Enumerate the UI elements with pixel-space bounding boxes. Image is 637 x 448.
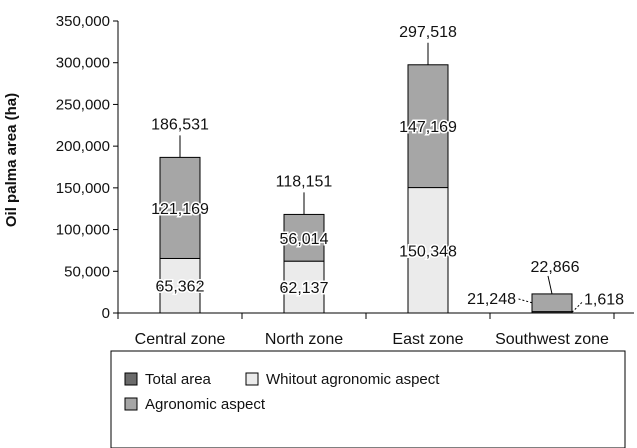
y-tick-label: 50,000 xyxy=(64,263,110,280)
bar-segment xyxy=(283,213,325,262)
bar-segment xyxy=(531,293,573,313)
y-axis-ticks: 0 50,000 100,000 150,000 200,000 250,000 300,0… xyxy=(56,13,118,322)
legend-label-agronomic: Agronomic aspect xyxy=(145,396,266,413)
legend-swatch-total-area xyxy=(124,372,138,386)
y-tick-label: 300,000 xyxy=(56,55,110,72)
bar-segment xyxy=(159,257,201,314)
total-value-label: 297,518 xyxy=(399,24,457,41)
bar-segment xyxy=(407,64,449,189)
y-tick-label: 250,000 xyxy=(56,96,110,113)
y-tick-label: 0 xyxy=(102,305,110,322)
total-value-label: 118,151 xyxy=(276,173,333,190)
bar-segment xyxy=(407,187,449,314)
y-tick-label: 100,000 xyxy=(56,222,110,239)
total-value-label: 186,531 xyxy=(151,116,209,133)
category-label: North zone xyxy=(265,331,343,348)
segment-value-label: 1,618 xyxy=(584,291,624,308)
segment-value-label: 62,137 xyxy=(280,280,329,297)
segment-value-label: 147,169 xyxy=(399,119,457,136)
bar-segment xyxy=(283,260,325,314)
data-labels: 65,362 121,169 186,531 62,137 56,014 118,151 1… xyxy=(150,24,624,313)
legend-label-without-agronomic: Whitout agronomic aspect xyxy=(266,371,440,388)
segment-leader-line xyxy=(571,301,583,313)
segment-value-label: 150,348 xyxy=(399,243,457,260)
total-leader-line xyxy=(547,275,553,295)
legend-swatch-agronomic xyxy=(124,397,138,411)
y-axis-label: Oil palma area (ha) xyxy=(3,93,20,227)
y-tick-label: 150,000 xyxy=(56,180,110,197)
total-value-label: 22,866 xyxy=(531,259,580,276)
category-label: East zone xyxy=(392,331,463,348)
bars xyxy=(159,64,573,314)
legend: Total area Whitout agronomic aspect Agro… xyxy=(110,350,626,448)
category-labels: Central zone North zone East zone Southwest… xyxy=(135,331,609,348)
segment-value-label: 65,362 xyxy=(156,279,205,296)
y-tick-label: 350,000 xyxy=(56,13,110,30)
segment-leader-line xyxy=(517,298,533,304)
y-tick-label: 200,000 xyxy=(56,138,110,155)
legend-swatch-without-agronomic xyxy=(245,372,259,386)
segment-value-label: 56,014 xyxy=(280,231,329,248)
segment-value-label: 121,169 xyxy=(151,201,209,218)
legend-label-total-area: Total area xyxy=(145,371,212,388)
category-label: Southwest zone xyxy=(495,331,609,348)
bar-segment xyxy=(159,156,201,259)
segment-value-label: 21,248 xyxy=(467,291,516,308)
category-label: Central zone xyxy=(135,331,226,348)
